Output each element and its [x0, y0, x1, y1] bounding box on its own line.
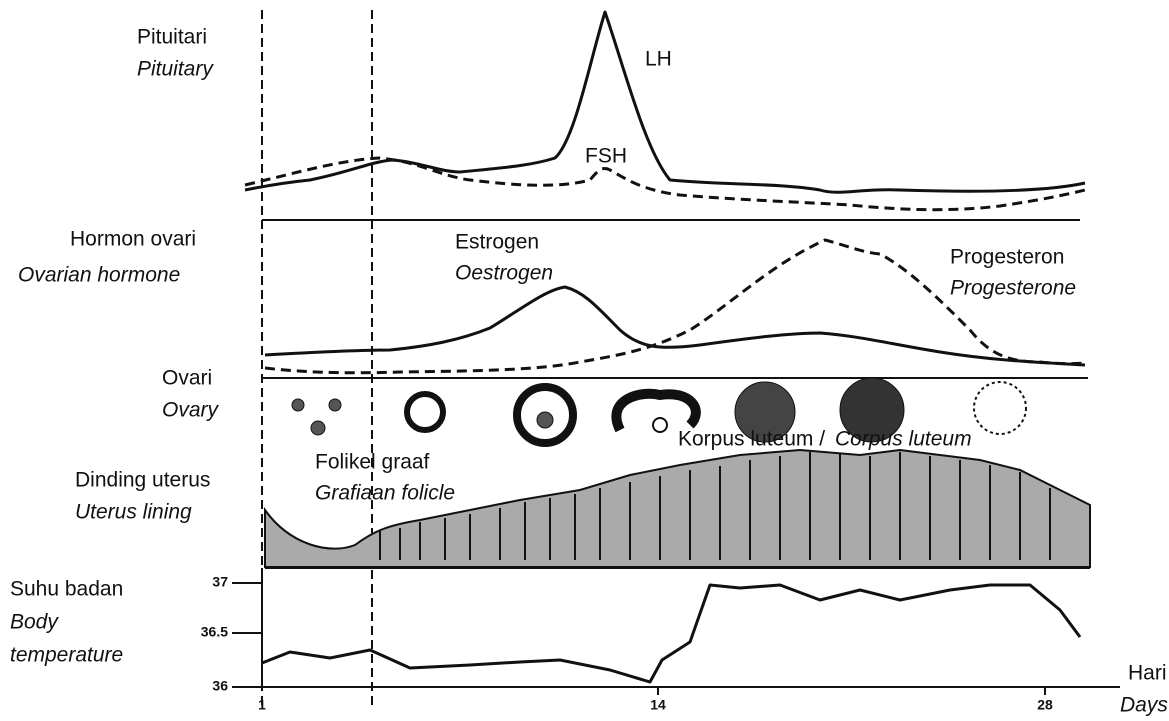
label: Oestrogen [455, 262, 553, 285]
label: Ovary [162, 399, 220, 422]
tick-label: 14 [650, 697, 666, 713]
follicle-icon [329, 399, 341, 411]
label: Suhu badan [10, 578, 123, 601]
label: Days [1120, 694, 1168, 717]
label: temperature [10, 644, 123, 667]
label: Estrogen [455, 231, 539, 254]
tick-label: 37 [212, 574, 228, 590]
ovum-icon [653, 418, 667, 432]
diagram: Pituitari Pituitary LH FSH Hormon ovari … [0, 0, 1169, 721]
label: Dinding uterus [75, 469, 210, 492]
label: LH [645, 48, 672, 71]
follicle-icon [537, 412, 553, 428]
label: Folikel graaf [315, 451, 430, 474]
label: Body [10, 611, 59, 634]
tick-label: 36.5 [201, 624, 228, 640]
label: Pituitary [137, 58, 214, 81]
temperature-curve [262, 585, 1080, 682]
label: Progesteron [950, 246, 1064, 269]
follicle-icon [292, 399, 304, 411]
label: Grafiaan folicle [315, 482, 455, 505]
tick-label: 1 [258, 697, 266, 713]
label: Uterus lining [75, 501, 192, 524]
tick-label: 28 [1037, 697, 1053, 713]
follicle-icon [311, 421, 325, 435]
follicle-icon [407, 394, 443, 430]
label: Ovari [162, 367, 212, 390]
label: Hari [1128, 662, 1167, 685]
label: Pituitari [137, 26, 207, 49]
tick-label: 36 [212, 678, 228, 694]
ovulation-icon [616, 394, 696, 430]
label: Corpus luteum [835, 428, 972, 451]
label: Ovarian hormone [18, 264, 180, 287]
corpus-icon [974, 382, 1026, 434]
label: Korpus luteum / [678, 428, 825, 451]
label: FSH [585, 145, 627, 168]
label: Progesterone [950, 277, 1076, 300]
label: Hormon ovari [70, 228, 196, 251]
